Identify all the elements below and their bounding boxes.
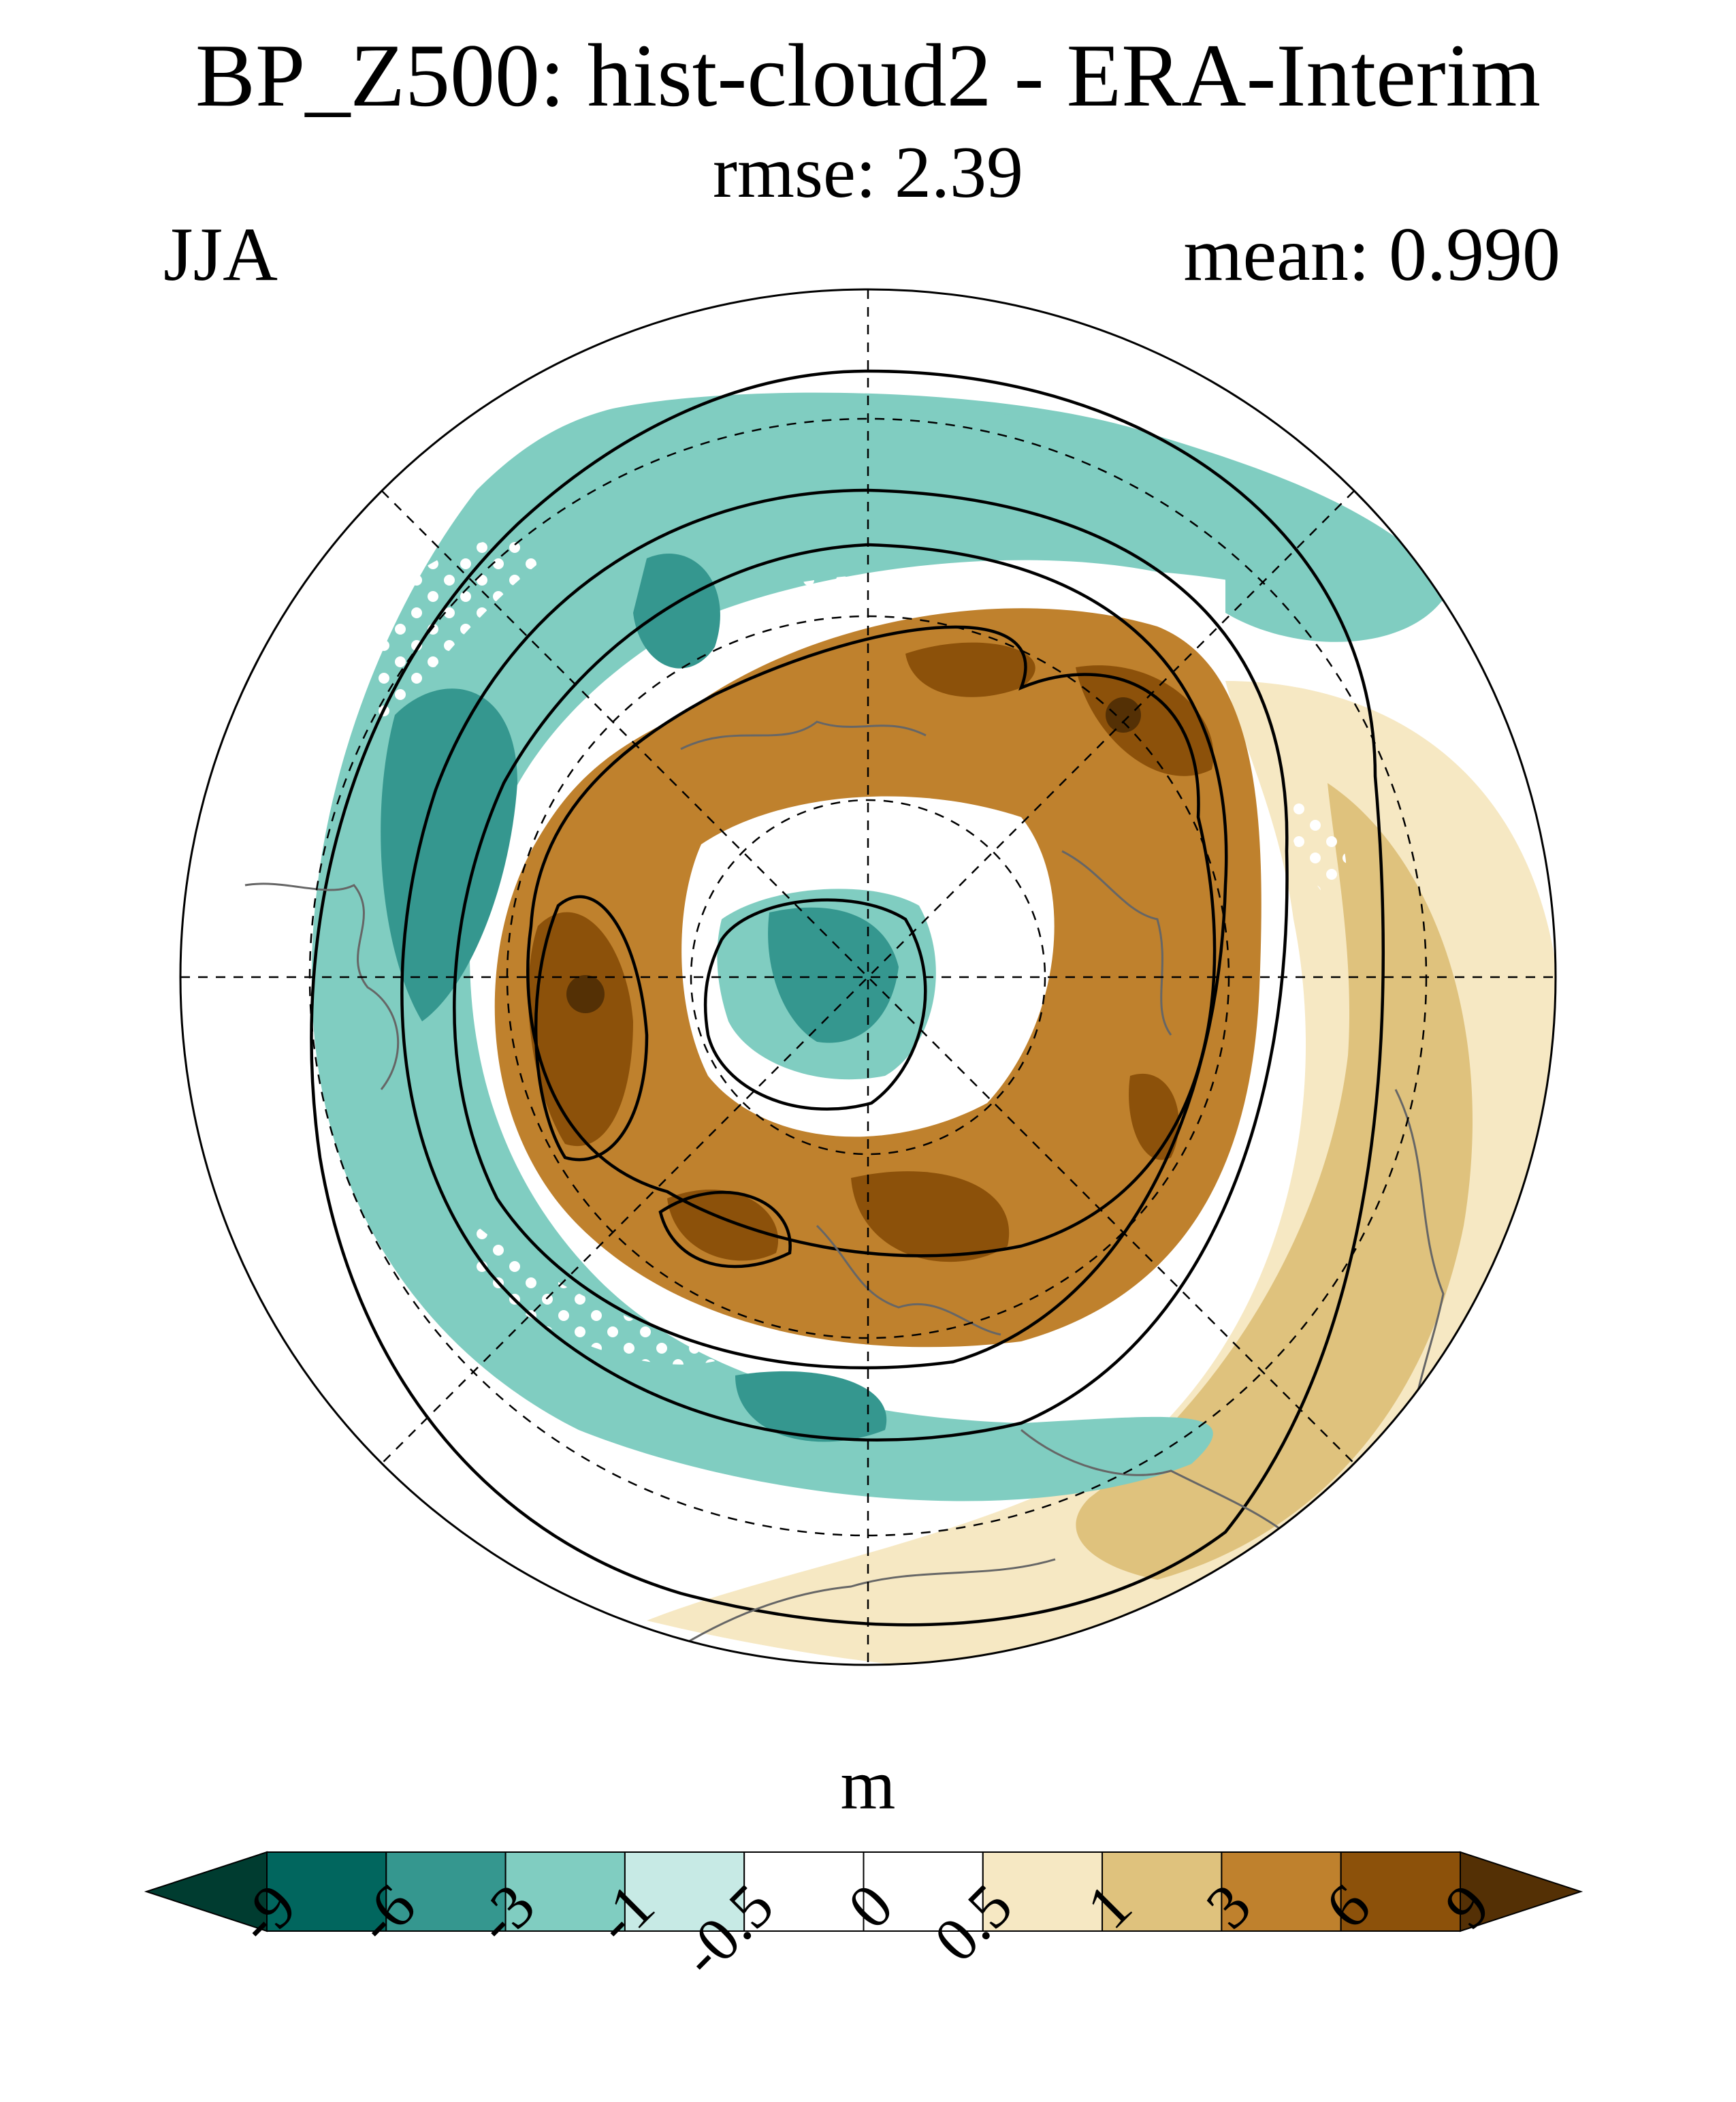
brown-peak-northeast: [1106, 697, 1141, 733]
brown-core-west: [528, 912, 633, 1147]
mean-label: mean: 0.990: [1183, 212, 1560, 297]
colorbar-units: m: [840, 1746, 896, 1824]
colorbar-box: [1340, 1851, 1461, 1932]
geopotential-contours: [310, 369, 1385, 1627]
colorbar-box: [863, 1851, 984, 1932]
colorbar-box: [1102, 1851, 1223, 1932]
colorbar-box: [624, 1851, 745, 1932]
stipple-west: [361, 539, 545, 735]
teal-ring-west: [311, 392, 1464, 1501]
tan-region-east-inner: [1076, 783, 1473, 1580]
teal-north-patch: [871, 411, 1130, 534]
brown-core-northeast: [1076, 665, 1214, 776]
teal-northeast-patch: [1225, 556, 1443, 642]
rmse-label: rmse: 2.39: [713, 132, 1023, 213]
season-label: JJA: [163, 212, 278, 297]
stipple-polar: [851, 820, 994, 877]
teal-core-north: [633, 553, 720, 669]
colorbar-box: [743, 1851, 865, 1932]
colorbar-box: [504, 1851, 626, 1932]
figure-title: BP_Z500: hist-cloud2 - ERA-Interim: [195, 25, 1541, 125]
teal-core-south: [735, 1371, 887, 1442]
teal-core-west: [381, 688, 517, 1021]
colorbar-box: [982, 1851, 1104, 1932]
brown-core-north: [905, 642, 1035, 697]
map-boundary: [179, 288, 1557, 1666]
colorbar-box: [1221, 1851, 1342, 1932]
brown-peak-west: [566, 975, 605, 1013]
graticule: [180, 289, 1556, 1665]
brown-core-south: [851, 1171, 1010, 1262]
stipple-east: [1288, 783, 1347, 899]
polar-center-teal-core: [768, 907, 899, 1043]
stipple-north: [783, 573, 1021, 609]
map-field: [180, 289, 1556, 1665]
colorbar-box: [266, 1851, 387, 1932]
colorbar: -9 -6 -3 -1 -0.5 0 0.5 1 3 6 9: [144, 1851, 1584, 1990]
colorbar-box: [385, 1851, 507, 1932]
